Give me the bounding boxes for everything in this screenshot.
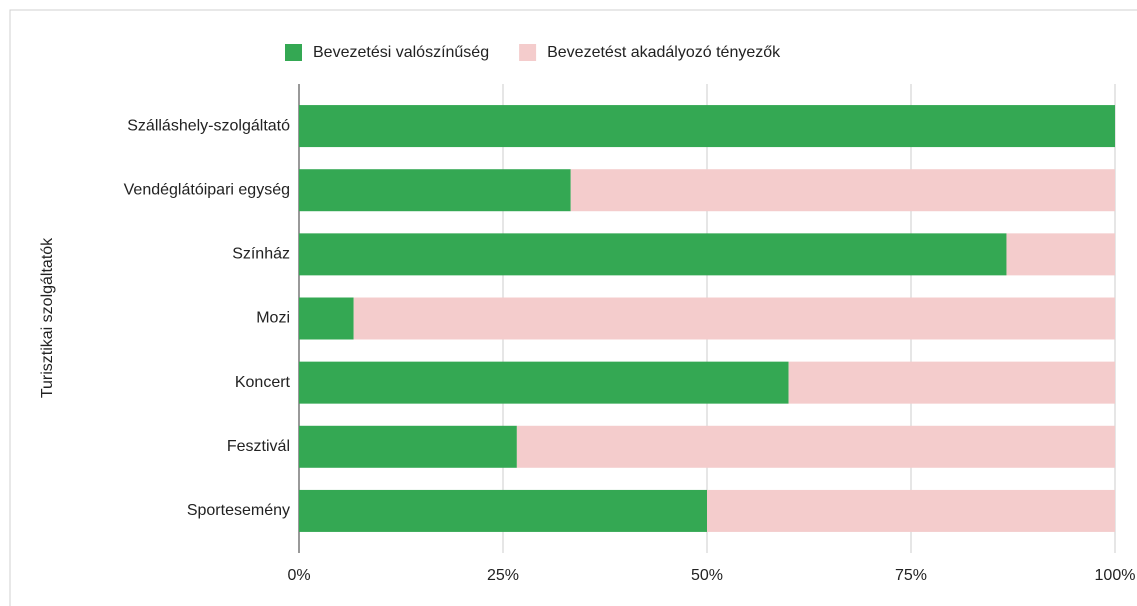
bar [516, 425, 1115, 468]
frame [9, 9, 1137, 606]
y-tick-label: Koncert [235, 374, 291, 391]
x-tick-label: 100% [1095, 567, 1136, 584]
y-tick-label: Színház [232, 246, 290, 263]
x-tick-label: 25% [487, 567, 519, 584]
x-tick-label: 0% [287, 567, 310, 584]
y-axis-label: Turisztikai szolgáltatók [39, 237, 56, 398]
bar [299, 105, 1115, 148]
bar [299, 233, 1007, 276]
legend-label: Bevezetést akadályozó tényezők [547, 44, 781, 61]
bar [299, 297, 354, 340]
bar [1006, 233, 1115, 276]
legend-swatch [285, 44, 302, 61]
y-tick-label: Vendéglátóipari egység [124, 181, 290, 198]
y-tick-label: Szálláshely-szolgáltató [127, 117, 290, 134]
x-tick-label: 75% [895, 567, 927, 584]
y-tick-label: Sportesemény [187, 502, 290, 519]
legend-label: Bevezetési valószínűség [313, 44, 489, 61]
bar [353, 297, 1115, 340]
bar [299, 169, 571, 212]
y-tick-label: Fesztivál [227, 438, 290, 455]
bar [299, 489, 707, 532]
bar [788, 361, 1115, 404]
bar [299, 361, 789, 404]
y-tick-label: Mozi [256, 310, 290, 327]
legend-swatch [519, 44, 537, 61]
bar [299, 425, 517, 468]
bar [570, 169, 1115, 212]
bar [707, 489, 1115, 532]
x-tick-label: 50% [691, 567, 723, 584]
